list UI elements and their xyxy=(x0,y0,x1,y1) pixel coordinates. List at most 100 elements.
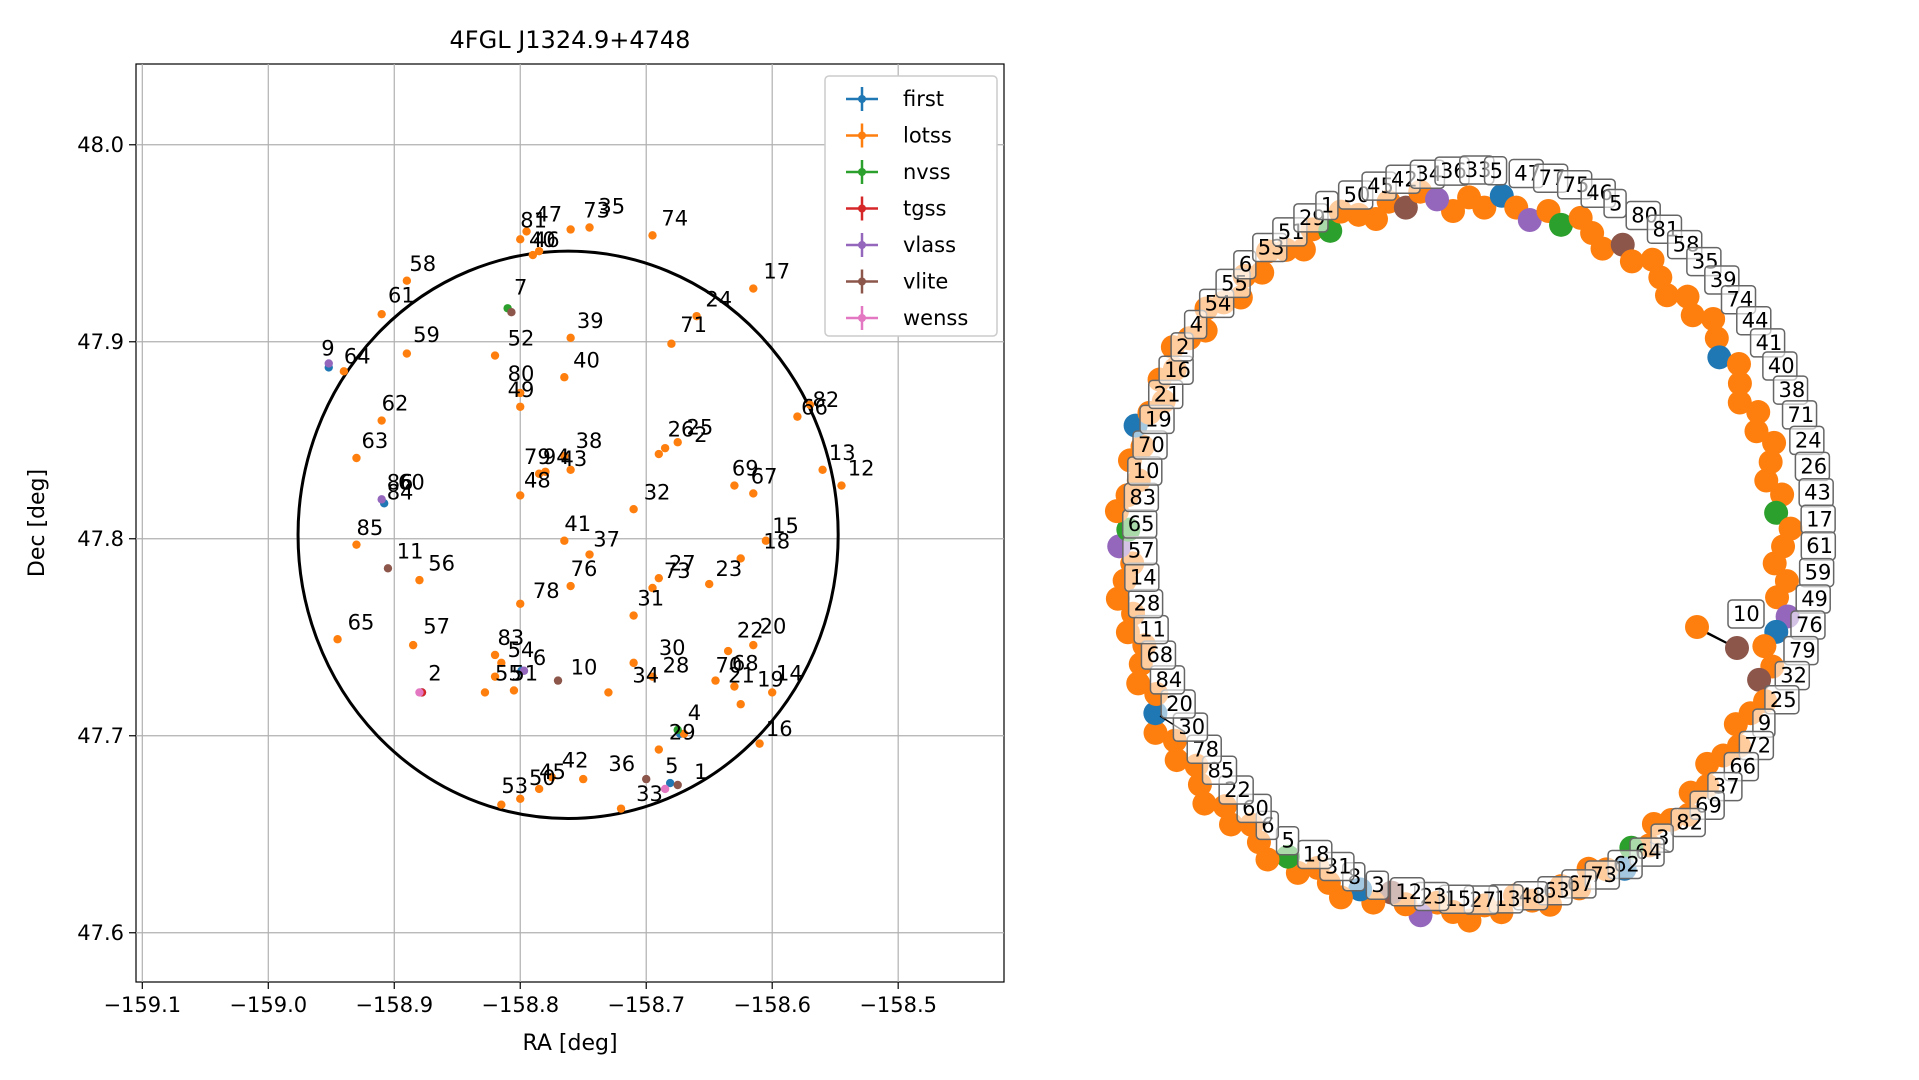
legend-label: first xyxy=(903,87,944,111)
data-point-lotss xyxy=(522,227,531,236)
source-label: 94 xyxy=(543,445,570,469)
graph-node xyxy=(1762,430,1787,455)
graph-node xyxy=(1727,390,1752,415)
data-point-lotss xyxy=(736,700,745,709)
data-point-lotss xyxy=(579,774,588,784)
x-tick-label: −158.7 xyxy=(607,993,685,1017)
data-point-lotss xyxy=(648,672,657,681)
source-label: 52 xyxy=(508,327,535,351)
node-label: 43 xyxy=(1804,481,1831,505)
graph-node xyxy=(1744,419,1769,444)
data-point-vlite xyxy=(507,308,516,317)
data-point-lotss xyxy=(736,554,745,563)
legend-marker-dot xyxy=(858,277,866,286)
node-label: 6 xyxy=(1239,253,1252,277)
data-point-lotss xyxy=(490,650,500,660)
source-label: 82 xyxy=(813,388,840,412)
node-label: 65 xyxy=(1128,512,1155,536)
data-point-lotss xyxy=(490,351,500,360)
node-label: 26 xyxy=(1800,454,1827,478)
source-label: 1 xyxy=(694,760,707,784)
data-point-vlite xyxy=(642,774,651,784)
node-label-box xyxy=(1275,825,1300,856)
source-label: 69 xyxy=(732,457,759,481)
data-point-vlite xyxy=(383,564,393,573)
chart-title: 4FGL J1324.9+4748 xyxy=(450,26,691,54)
data-point-wenss xyxy=(660,784,670,794)
x-tick-label: −159.0 xyxy=(229,993,307,1017)
node-label-box xyxy=(1170,332,1194,362)
source-label: 60 xyxy=(398,471,425,495)
data-point-vlite xyxy=(553,676,563,685)
source-label: 62 xyxy=(382,392,409,416)
y-tick-label: 48.0 xyxy=(77,133,124,157)
data-point-vlite xyxy=(673,780,682,790)
source-label: 76 xyxy=(571,557,598,581)
data-point-lotss xyxy=(497,658,506,668)
graph-node xyxy=(1723,712,1748,737)
data-point-lotss xyxy=(560,373,569,382)
data-point-lotss xyxy=(339,367,349,376)
source-label: 85 xyxy=(356,516,383,540)
node-label: 24 xyxy=(1795,428,1822,452)
data-point-lotss xyxy=(629,658,638,668)
data-point-lotss xyxy=(333,635,342,644)
node-label: 57 xyxy=(1128,539,1155,563)
data-point-lotss xyxy=(516,599,525,608)
graph-node xyxy=(1707,345,1732,370)
data-point-lotss xyxy=(616,804,626,813)
source-label: 49 xyxy=(508,378,535,402)
data-point-vlass xyxy=(324,359,333,368)
data-point-vlass xyxy=(519,666,529,675)
data-point-lotss xyxy=(793,412,802,421)
legend: first lotss nvss tgss vlass vlite wenss xyxy=(824,75,998,337)
graph-node xyxy=(1727,371,1752,396)
y-tick-label: 47.6 xyxy=(77,921,124,945)
left-points xyxy=(324,223,846,813)
data-point-lotss xyxy=(629,611,638,620)
source-label: 68 xyxy=(732,652,759,676)
node-label: 21 xyxy=(1154,382,1181,406)
source-label: 5 xyxy=(665,754,678,778)
graph-node xyxy=(1105,586,1130,611)
legend-box xyxy=(824,75,998,337)
source-label: 26 xyxy=(668,417,695,441)
source-label: 16 xyxy=(766,717,793,741)
left-chart: −159.1 −159.0 −158.9 −158.8 −158.7 −158.6 −158… xyxy=(25,26,1005,1056)
node-label: 1 xyxy=(1321,194,1334,218)
data-point-wenss xyxy=(415,688,424,697)
data-point-lotss xyxy=(566,581,575,591)
data-point-lotss xyxy=(730,481,739,490)
node-label: 41 xyxy=(1756,331,1783,355)
source-label: 21 xyxy=(728,664,755,688)
data-point-lotss xyxy=(604,688,613,697)
source-label: 57 xyxy=(423,614,450,638)
node-label: 76 xyxy=(1796,613,1823,637)
node-label-box xyxy=(1670,807,1706,838)
data-point-lotss xyxy=(585,223,594,232)
source-label: 66 xyxy=(801,396,828,420)
data-point-lotss xyxy=(654,573,664,583)
node-label-box xyxy=(1727,599,1765,629)
node-label: 9 xyxy=(1758,711,1771,735)
graph-node xyxy=(1619,249,1644,274)
source-label: 50 xyxy=(529,766,556,790)
legend-marker-dot xyxy=(858,95,866,103)
source-label: 73 xyxy=(664,559,691,583)
data-point-lotss xyxy=(654,449,664,459)
source-label: 74 xyxy=(661,207,688,231)
data-point-vlass xyxy=(377,495,386,504)
data-point-lotss xyxy=(660,443,670,453)
source-label: 17 xyxy=(763,260,790,284)
node-label: 12 xyxy=(1395,880,1422,904)
graph-node xyxy=(1754,468,1779,493)
data-point-lotss xyxy=(560,451,569,461)
source-label: 78 xyxy=(533,579,560,603)
node-label: 19 xyxy=(1145,407,1172,431)
node-label: 79 xyxy=(1789,639,1816,663)
data-point-lotss xyxy=(585,550,594,559)
data-point-lotss xyxy=(566,225,575,234)
data-point-lotss xyxy=(667,339,676,348)
node-label-box xyxy=(1233,249,1257,280)
source-label: 23 xyxy=(716,557,743,581)
